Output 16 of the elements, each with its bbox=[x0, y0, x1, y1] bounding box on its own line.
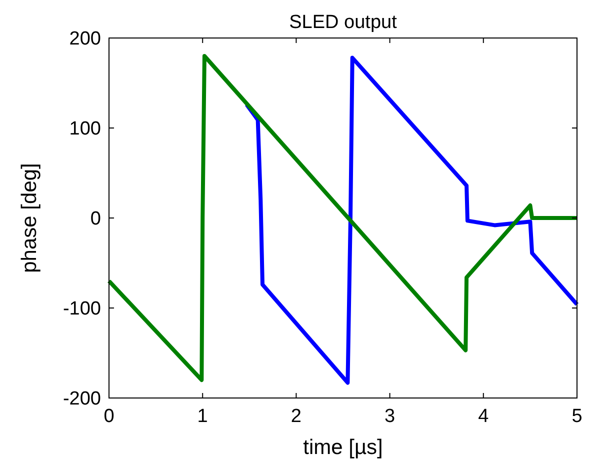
y-tick-label: -200 bbox=[62, 388, 101, 410]
x-tick-label: 2 bbox=[290, 406, 302, 427]
y-tick-label: 0 bbox=[90, 208, 101, 230]
y-tick-label: -100 bbox=[62, 298, 101, 320]
x-axis-title: time [µs] bbox=[303, 436, 383, 459]
chart-title: SLED output bbox=[289, 12, 398, 33]
x-tick-label: 0 bbox=[104, 406, 114, 427]
x-tick-label: 5 bbox=[572, 406, 582, 427]
x-tick-label: 3 bbox=[384, 406, 396, 427]
x-tick-label: 4 bbox=[478, 406, 490, 427]
y-axis-title: phase [deg] bbox=[18, 163, 41, 273]
x-tick-label: 1 bbox=[197, 406, 208, 427]
y-tick-label: 100 bbox=[69, 118, 101, 140]
line-series bbox=[244, 56, 579, 385]
line-series bbox=[107, 54, 579, 382]
y-tick-label: 200 bbox=[69, 28, 101, 50]
